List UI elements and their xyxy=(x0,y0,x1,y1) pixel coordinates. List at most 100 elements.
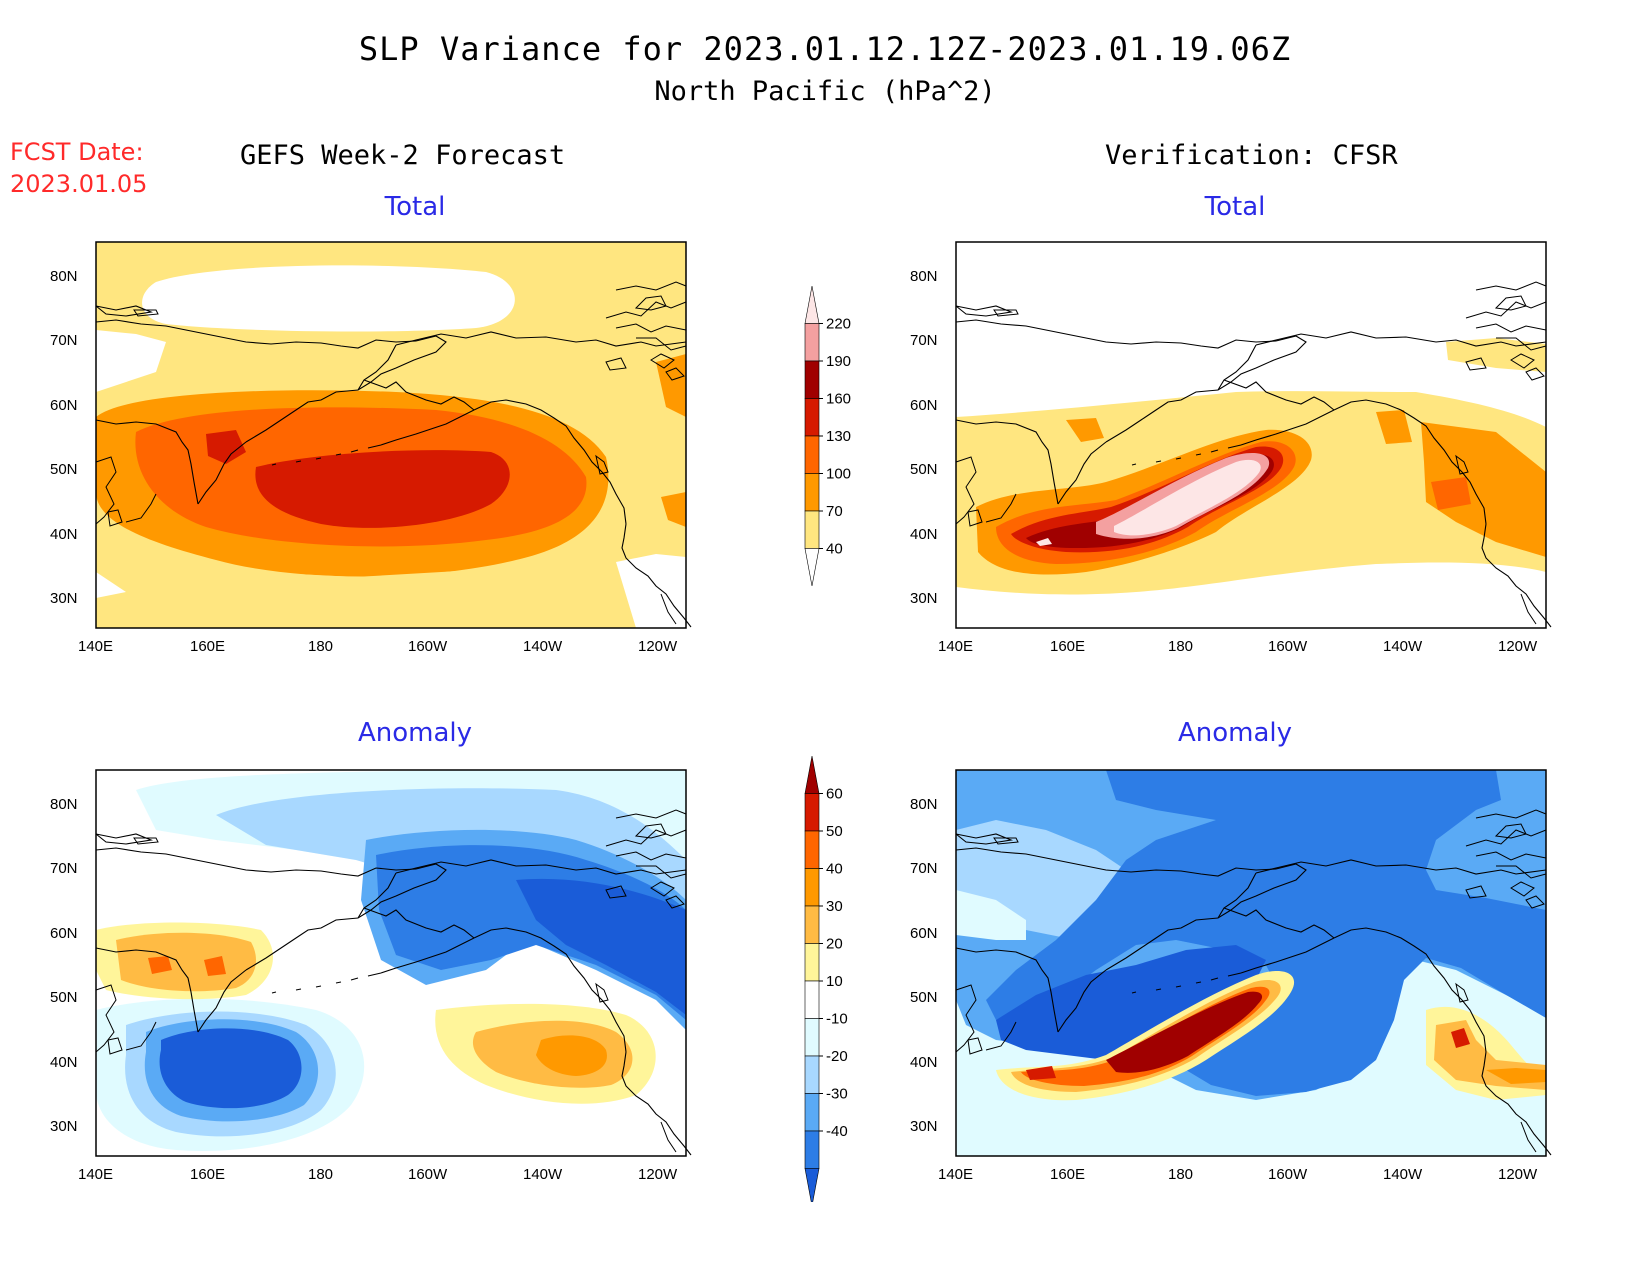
colorbar-total-label-2: 160 xyxy=(826,391,851,408)
colorbar-total-swatch-5 xyxy=(804,473,820,512)
colorbar-anomaly-swatch-4 xyxy=(804,905,820,944)
colorbar-anomaly-swatch-2 xyxy=(804,830,820,869)
low-variance-region-southeast xyxy=(616,554,686,628)
lon-tick-140W: 140W xyxy=(523,638,563,655)
colorbar-anomaly-label-1: 50 xyxy=(826,823,843,840)
lat-tick-60N: 60N xyxy=(50,397,78,414)
lon-tick-160E: 160E xyxy=(190,1166,225,1183)
lat-tick-50N: 50N xyxy=(910,461,938,478)
colorbar-total-swatch-1 xyxy=(804,323,820,362)
lon-tick-120W: 120W xyxy=(638,638,678,655)
lon-axis: 140E 160E 180 160W 140W 120W xyxy=(938,638,1538,655)
contour-30-coast xyxy=(1486,1068,1546,1084)
contour-50-coast xyxy=(1451,1028,1470,1048)
contour-60 xyxy=(1106,991,1263,1073)
panel-title-verification-total: Total xyxy=(1204,192,1266,222)
lon-tick-140E: 140E xyxy=(938,638,973,655)
lat-axis: 80N 70N 60N 50N 40N 30N xyxy=(910,268,938,607)
lat-tick-70N: 70N xyxy=(50,860,78,877)
contour-neg10-northwest xyxy=(956,890,1026,940)
contour-40-west xyxy=(148,956,226,976)
panel-title-forecast-total: Total xyxy=(384,192,446,222)
lon-tick-160E: 160E xyxy=(1050,638,1085,655)
contour-30-east xyxy=(536,1035,607,1076)
panel-title-forecast-anomaly: Anomaly xyxy=(357,718,473,748)
contour-70-east xyxy=(656,354,686,417)
lat-tick-80N: 80N xyxy=(50,268,78,285)
contour-50-small xyxy=(1026,1066,1056,1080)
map-verification-total: 80N 70N 60N 50N 40N 30N 140E 160E 180 16… xyxy=(910,241,1552,655)
colorbar-anomaly-swatch-3 xyxy=(804,868,820,907)
lat-tick-60N: 60N xyxy=(910,925,938,942)
contour-neg40-south xyxy=(159,1028,302,1109)
colorbar-anomaly-label-2: 40 xyxy=(826,861,843,878)
lat-tick-40N: 40N xyxy=(50,1054,78,1071)
lon-tick-140W: 140W xyxy=(1383,638,1423,655)
contour-70-coast xyxy=(1421,422,1546,557)
map-verification-anomaly: 80N 70N 60N 50N 40N 30N 140E 160E 180 16… xyxy=(910,769,1552,1183)
lat-tick-80N: 80N xyxy=(910,796,938,813)
colorbar-total-swatch-2 xyxy=(804,360,820,399)
lat-tick-70N: 70N xyxy=(910,332,938,349)
lon-axis: 140E 160E 180 160W 140W 120W xyxy=(78,638,678,655)
lat-tick-60N: 60N xyxy=(50,925,78,942)
colorbar-total-swatch-4 xyxy=(804,435,820,474)
colorbar-anomaly-label-0: 60 xyxy=(826,786,843,803)
lon-tick-140E: 140E xyxy=(78,1166,113,1183)
lat-tick-40N: 40N xyxy=(910,1054,938,1071)
colorbar-anomaly-label-6: -10 xyxy=(826,1011,848,1028)
low-variance-region-south xyxy=(96,572,126,598)
lat-tick-50N: 50N xyxy=(50,989,78,1006)
lon-tick-160W: 160W xyxy=(1268,1166,1308,1183)
colorbar-anomaly-swatch-10 xyxy=(804,1130,820,1169)
lat-tick-30N: 30N xyxy=(50,590,78,607)
lon-tick-160E: 160E xyxy=(1050,1166,1085,1183)
lon-axis: 140E 160E 180 160W 140W 120W xyxy=(78,1166,678,1183)
lat-tick-30N: 30N xyxy=(910,590,938,607)
lat-tick-30N: 30N xyxy=(910,1118,938,1135)
contour-130-east xyxy=(255,450,510,528)
colorbar-anomaly-swatch-5 xyxy=(804,943,820,982)
contour-neg40-core xyxy=(996,945,1266,1060)
lat-tick-70N: 70N xyxy=(50,332,78,349)
lon-tick-140E: 140E xyxy=(938,1166,973,1183)
lat-tick-60N: 60N xyxy=(910,397,938,414)
colorbar-total-swatch-0 xyxy=(804,285,820,324)
figure-title: SLP Variance for 2023.01.12.12Z-2023.01.… xyxy=(358,30,1292,68)
colorbar-total-label-1: 190 xyxy=(826,353,851,370)
lon-tick-160W: 160W xyxy=(1268,638,1308,655)
contour-100-coast xyxy=(1431,477,1471,510)
lat-tick-50N: 50N xyxy=(910,989,938,1006)
lon-tick-160W: 160W xyxy=(408,638,448,655)
map-forecast-anomaly: 80N 70N 60N 50N 40N 30N 140E 160E 180 16… xyxy=(50,769,692,1183)
lon-tick-180: 180 xyxy=(308,638,333,655)
colorbar-anomaly-label-8: -30 xyxy=(826,1086,848,1103)
contour-40-south xyxy=(96,532,686,628)
lat-axis: 80N 70N 60N 50N 40N 30N xyxy=(50,268,78,607)
colorbar-anomaly-swatch-11 xyxy=(804,1168,820,1202)
colorbar-anomaly-label-9: -40 xyxy=(826,1123,848,1140)
lon-tick-120W: 120W xyxy=(1498,638,1538,655)
colorbar-total-label-0: 220 xyxy=(826,316,851,333)
colorbar-total-label-3: 130 xyxy=(826,428,851,445)
colorbar-anomaly-label-3: 30 xyxy=(826,898,843,915)
fcst-date-block: FCST Date: 2023.01.05 xyxy=(10,136,147,200)
colorbar-total-labels: 220 190 160 130 100 70 40 xyxy=(819,316,851,558)
colorbar-anomaly-swatch-9 xyxy=(804,1093,820,1132)
colorbar-anomaly-swatches xyxy=(804,755,820,1202)
low-variance-region xyxy=(142,265,515,332)
lat-tick-80N: 80N xyxy=(50,796,78,813)
contour-70-east xyxy=(1376,410,1412,444)
contour-130-west xyxy=(206,430,246,464)
colorbar-anomaly-labels: 60 50 40 30 20 10 -10 -20 -30 -40 xyxy=(819,786,848,1140)
lon-tick-180: 180 xyxy=(1168,638,1193,655)
colorbar-total-swatch-6 xyxy=(804,510,820,549)
contour-70-southeast xyxy=(661,492,686,527)
fcst-label: FCST Date: xyxy=(10,138,144,166)
figure-subtitle: North Pacific (hPa^2) xyxy=(654,76,996,107)
contour-220 xyxy=(1114,459,1261,536)
lon-axis: 140E 160E 180 160W 140W 120W xyxy=(938,1166,1538,1183)
colorbar-total-swatch-3 xyxy=(804,398,820,437)
colorbar-anomaly-swatch-7 xyxy=(804,1018,820,1057)
panel-title-verification-anomaly: Anomaly xyxy=(1177,718,1293,748)
